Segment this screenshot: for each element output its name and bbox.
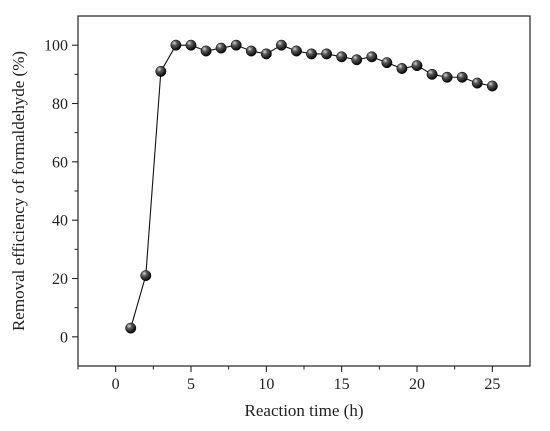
data-point	[230, 39, 242, 51]
data-point	[336, 51, 348, 63]
data-point	[245, 45, 257, 57]
data-point	[275, 39, 287, 51]
x-tick-label: 5	[187, 376, 195, 393]
y-tick-label: 100	[44, 38, 68, 55]
data-point	[125, 322, 137, 334]
y-tick-label: 40	[52, 213, 68, 230]
data-point	[321, 48, 333, 60]
data-point	[291, 45, 302, 57]
y-tick-label: 80	[52, 96, 68, 113]
data-point	[441, 71, 453, 83]
data-point	[396, 63, 408, 74]
y-tick-label: 60	[52, 154, 68, 171]
data-point	[170, 39, 182, 51]
data-point	[366, 51, 378, 63]
x-tick-label: 0	[112, 376, 120, 393]
data-point	[456, 71, 468, 83]
data-point	[381, 57, 393, 69]
data-point	[155, 65, 167, 77]
data-point	[351, 54, 363, 66]
series-layer	[125, 39, 498, 334]
x-tick-label: 25	[484, 376, 500, 393]
data-point	[411, 60, 423, 72]
data-point	[140, 270, 152, 282]
x-tick-label: 15	[334, 376, 350, 393]
data-point	[215, 42, 227, 54]
y-tick-label: 0	[60, 329, 68, 346]
data-point	[486, 80, 498, 92]
data-point	[200, 45, 212, 57]
plot-frame	[77, 15, 531, 367]
y-tick-label: 20	[52, 271, 68, 288]
y-axis-title: Removal efficiency of formaldehyde (%)	[9, 51, 28, 331]
series-line	[130, 44, 493, 329]
x-tick-label: 10	[258, 376, 274, 393]
x-tick-label: 20	[409, 376, 425, 393]
data-point	[426, 68, 438, 80]
x-axis-title: Reaction time (h)	[245, 401, 364, 420]
data-point	[306, 48, 317, 60]
data-point	[471, 77, 483, 89]
ticks: 0 5 10 15 20 25 0 20 40 60 80 100	[44, 38, 500, 393]
data-point	[185, 39, 197, 51]
data-point	[260, 48, 272, 60]
